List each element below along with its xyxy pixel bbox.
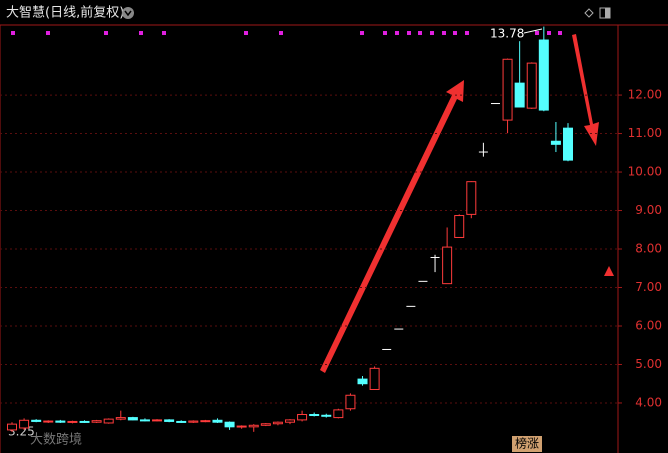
diamond-icon[interactable]: [584, 8, 594, 18]
candle-body: [285, 419, 295, 423]
candle-body: [563, 127, 573, 161]
candle-body: [321, 414, 332, 417]
dropdown-arrow: [124, 10, 132, 17]
candle-body: [176, 420, 187, 423]
candle-body: [333, 409, 344, 419]
candle-body: [297, 414, 308, 421]
candle-body: [550, 140, 561, 145]
high-pointer: [523, 28, 543, 34]
tag-box[interactable]: [512, 436, 542, 452]
signal-dots: [11, 31, 562, 35]
candle-body: [454, 215, 465, 238]
candle-body: [103, 418, 114, 424]
watermark: 大数跨境: [30, 433, 82, 448]
candle-body: [224, 421, 235, 428]
candle-body: [212, 419, 223, 423]
arrow-up: [320, 80, 464, 373]
candle-body: [55, 420, 66, 423]
candle-body: [188, 420, 199, 423]
candle-body: [538, 39, 549, 111]
candle-body: [248, 424, 259, 428]
candle-body: [152, 419, 163, 422]
candle-body: [31, 419, 42, 422]
candle-body: [260, 423, 271, 426]
candle-body: [91, 420, 102, 423]
dropdown-icon[interactable]: [122, 7, 134, 19]
candle-body: [139, 419, 150, 422]
candle-body: [19, 419, 30, 429]
candle-body: [79, 420, 90, 423]
y-tick-label: 8.00: [635, 242, 662, 256]
candle-body: [7, 423, 17, 431]
high-label: 13.78: [490, 27, 524, 41]
candle-body: [43, 420, 54, 423]
candle-body: [502, 58, 513, 121]
y-tick-label: 10.00: [628, 165, 662, 179]
candle-body: [442, 246, 453, 285]
candle-body: [164, 419, 175, 422]
y-tick-label: 7.00: [635, 280, 662, 294]
y-tick-label: 5.00: [635, 357, 662, 371]
y-tick-label: 6.00: [635, 318, 662, 332]
chart-title: 大智慧(日线,前复权): [6, 5, 124, 21]
y-tick-label: 12.00: [628, 88, 662, 102]
candle-body: [115, 417, 126, 420]
candle-body: [200, 420, 211, 423]
candle-body: [127, 417, 138, 421]
candle-body: [466, 181, 477, 215]
arrow-down: [572, 34, 599, 146]
candle-body: [357, 378, 368, 385]
candle-body: [67, 420, 78, 423]
triangle-marker: [604, 266, 614, 276]
y-tick-label: 11.00: [628, 126, 662, 140]
candle-body: [526, 62, 537, 109]
tag-label: 榜涨: [515, 436, 539, 451]
candle-body: [345, 394, 356, 410]
y-tick-label: 4.00: [635, 395, 662, 409]
panel-icon-fill: [605, 8, 610, 18]
candle-body: [236, 425, 247, 428]
candle-body: [309, 414, 320, 417]
candle-body: [272, 421, 283, 425]
y-tick-label: 9.00: [635, 203, 662, 217]
candle-body: [369, 367, 380, 390]
candle-body: [514, 82, 525, 108]
